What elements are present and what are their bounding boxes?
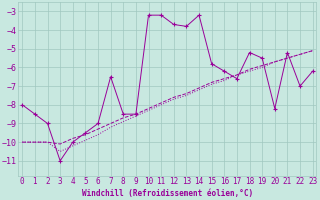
X-axis label: Windchill (Refroidissement éolien,°C): Windchill (Refroidissement éolien,°C) — [82, 189, 253, 198]
